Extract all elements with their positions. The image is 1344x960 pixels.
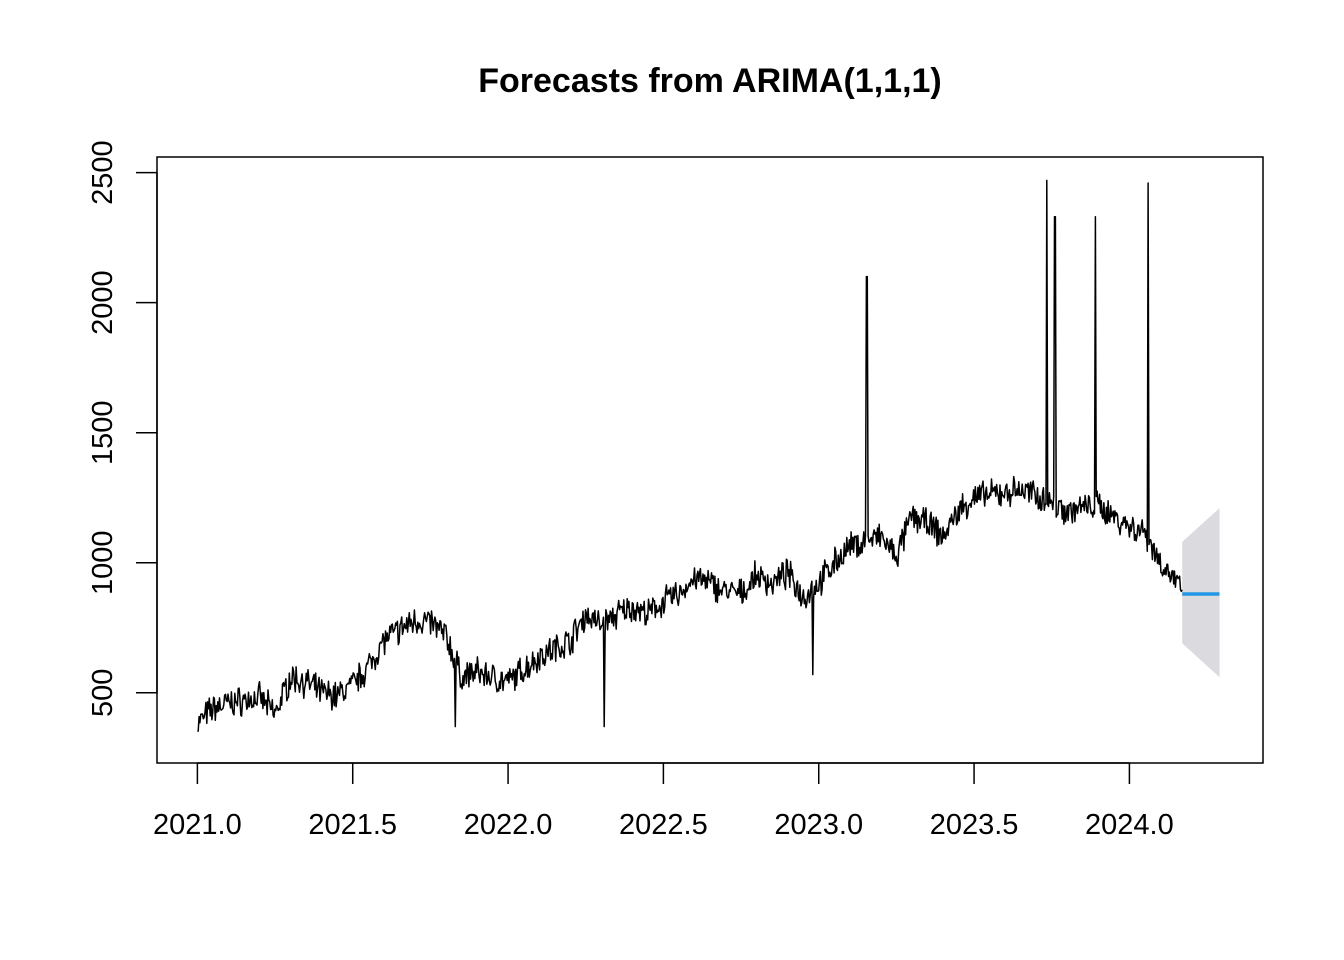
x-tick-label: 2024.0 bbox=[1085, 809, 1174, 841]
x-tick-label: 2023.5 bbox=[930, 809, 1019, 841]
y-axis: 500 1000 1500 2000 2500 bbox=[87, 140, 158, 717]
x-tick-label: 2022.5 bbox=[619, 809, 708, 841]
x-tick-label: 2021.0 bbox=[153, 809, 242, 841]
x-axis: 2021.0 2021.5 2022.0 2022.5 2023.0 2023.5 2024… bbox=[153, 762, 1174, 841]
x-tick-label: 2021.5 bbox=[308, 809, 397, 841]
y-tick-label: 2500 bbox=[87, 140, 119, 205]
x-tick-label: 2022.0 bbox=[464, 809, 553, 841]
x-tick-label: 2023.0 bbox=[774, 809, 863, 841]
y-tick-label: 2000 bbox=[87, 270, 119, 335]
y-tick-label: 1500 bbox=[87, 400, 119, 465]
plot-frame bbox=[156, 156, 1264, 764]
y-tick-label: 1000 bbox=[87, 530, 119, 595]
y-tick-label: 500 bbox=[87, 669, 119, 717]
observed-series-line bbox=[197, 179, 1183, 733]
plot-area bbox=[197, 179, 1220, 733]
chart-title: Forecasts from ARIMA(1,1,1) bbox=[478, 62, 942, 100]
